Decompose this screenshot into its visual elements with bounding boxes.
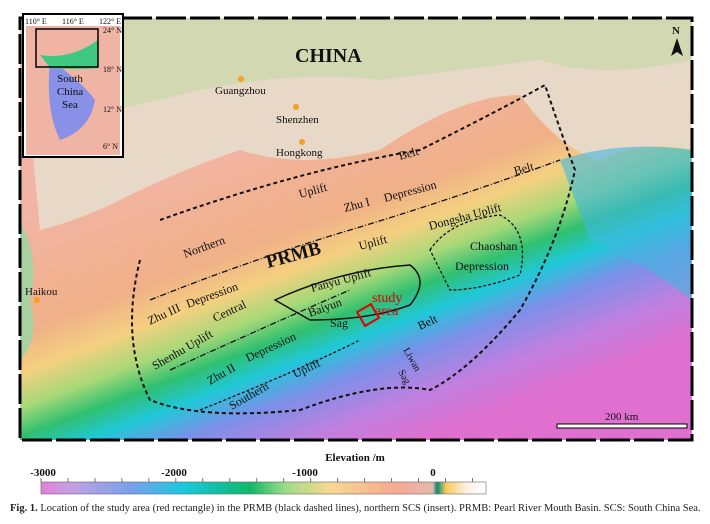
north-arrow-icon xyxy=(671,38,683,56)
label-area: area xyxy=(375,304,399,319)
figure-caption: Fig. 1. Location of the study area (red … xyxy=(10,503,701,514)
tick-label: -2000 xyxy=(161,467,187,479)
svg-text:116° E: 116° E xyxy=(62,17,84,26)
land-hainan xyxy=(20,220,34,360)
north-arrow: N xyxy=(671,25,683,56)
city-markers xyxy=(34,76,305,303)
svg-text:China: China xyxy=(57,86,83,98)
prmb-boundary xyxy=(131,83,577,415)
svg-text:Elevation /m: Elevation /m xyxy=(325,452,385,464)
tick-label: 0 xyxy=(430,467,436,479)
label-guangzhou: Guangzhou xyxy=(215,85,266,97)
svg-text:South: South xyxy=(57,73,83,85)
label-shenzhen: Shenzhen xyxy=(276,114,319,126)
svg-text:N: N xyxy=(672,25,680,37)
map-frame xyxy=(18,16,694,442)
label-chaoshan: Chaoshan xyxy=(470,239,517,253)
study-area-rectangle xyxy=(355,302,381,328)
svg-text:6° N: 6° N xyxy=(103,142,118,151)
label-china: CHINA xyxy=(295,45,362,67)
label-sag: Sag xyxy=(330,316,348,330)
tick-label: -1000 xyxy=(292,467,318,479)
svg-text:12° N: 12° N xyxy=(103,105,122,114)
inset-map: 110° E 116° E 122° E 24° N 18° N 12° N 6… xyxy=(22,13,124,158)
label-zhu-i: Zhu I xyxy=(342,195,371,215)
svg-text:18° N: 18° N xyxy=(103,65,122,74)
svg-text:200 km: 200 km xyxy=(605,411,639,423)
colorbar: Elevation /m -3000 -2000 -1000 0 xyxy=(30,452,487,495)
label-depression: Depression xyxy=(455,259,509,273)
caption-text: Location of the study area (red rectangl… xyxy=(37,503,701,514)
map-figure: CHINA Guangzhou Shenzhen Hongkong Haikou… xyxy=(18,13,694,495)
svg-text:122° E: 122° E xyxy=(99,17,121,26)
inset-extent-box xyxy=(35,28,99,68)
svg-text:24° N: 24° N xyxy=(103,26,122,35)
svg-text:Sea: Sea xyxy=(62,99,78,111)
label-belt: Belt xyxy=(512,159,536,178)
scale-bar: 200 km xyxy=(556,411,688,429)
svg-text:110° E: 110° E xyxy=(25,17,47,26)
label-belt: Belt xyxy=(397,144,421,163)
label-study: study xyxy=(372,291,402,306)
caption-label: Fig. 1. xyxy=(10,503,38,514)
tick-label: -3000 xyxy=(30,467,56,479)
label-hongkong: Hongkong xyxy=(276,147,323,159)
label-haikou: Haikou xyxy=(25,286,58,298)
